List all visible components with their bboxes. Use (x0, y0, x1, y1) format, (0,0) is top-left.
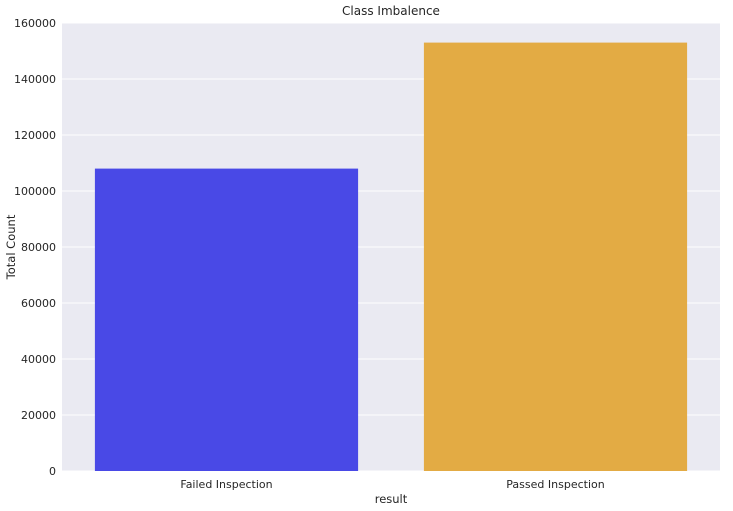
y-tick-label: 100000 (14, 185, 56, 198)
y-tick-label: 20000 (21, 409, 56, 422)
y-tick-label: 160000 (14, 17, 56, 30)
y-axis-label: Total Count (4, 214, 18, 280)
y-axis-ticks: 0 20000 40000 60000 80000 100000 120000 140000 1… (14, 17, 56, 478)
bars (94, 42, 688, 471)
y-tick-label: 80000 (21, 241, 56, 254)
x-axis-label: result (375, 492, 408, 506)
x-tick-label: Passed Inspection (506, 478, 604, 491)
y-tick-label: 60000 (21, 297, 56, 310)
bar (94, 168, 359, 471)
bar (423, 42, 688, 471)
x-tick-label: Failed Inspection (180, 478, 272, 491)
y-tick-label: 120000 (14, 129, 56, 142)
chart-title: Class Imbalence (342, 4, 440, 18)
y-tick-label: 0 (49, 465, 56, 478)
x-axis-ticks: Failed Inspection Passed Inspection (180, 478, 604, 491)
y-tick-label: 40000 (21, 353, 56, 366)
y-tick-label: 140000 (14, 73, 56, 86)
